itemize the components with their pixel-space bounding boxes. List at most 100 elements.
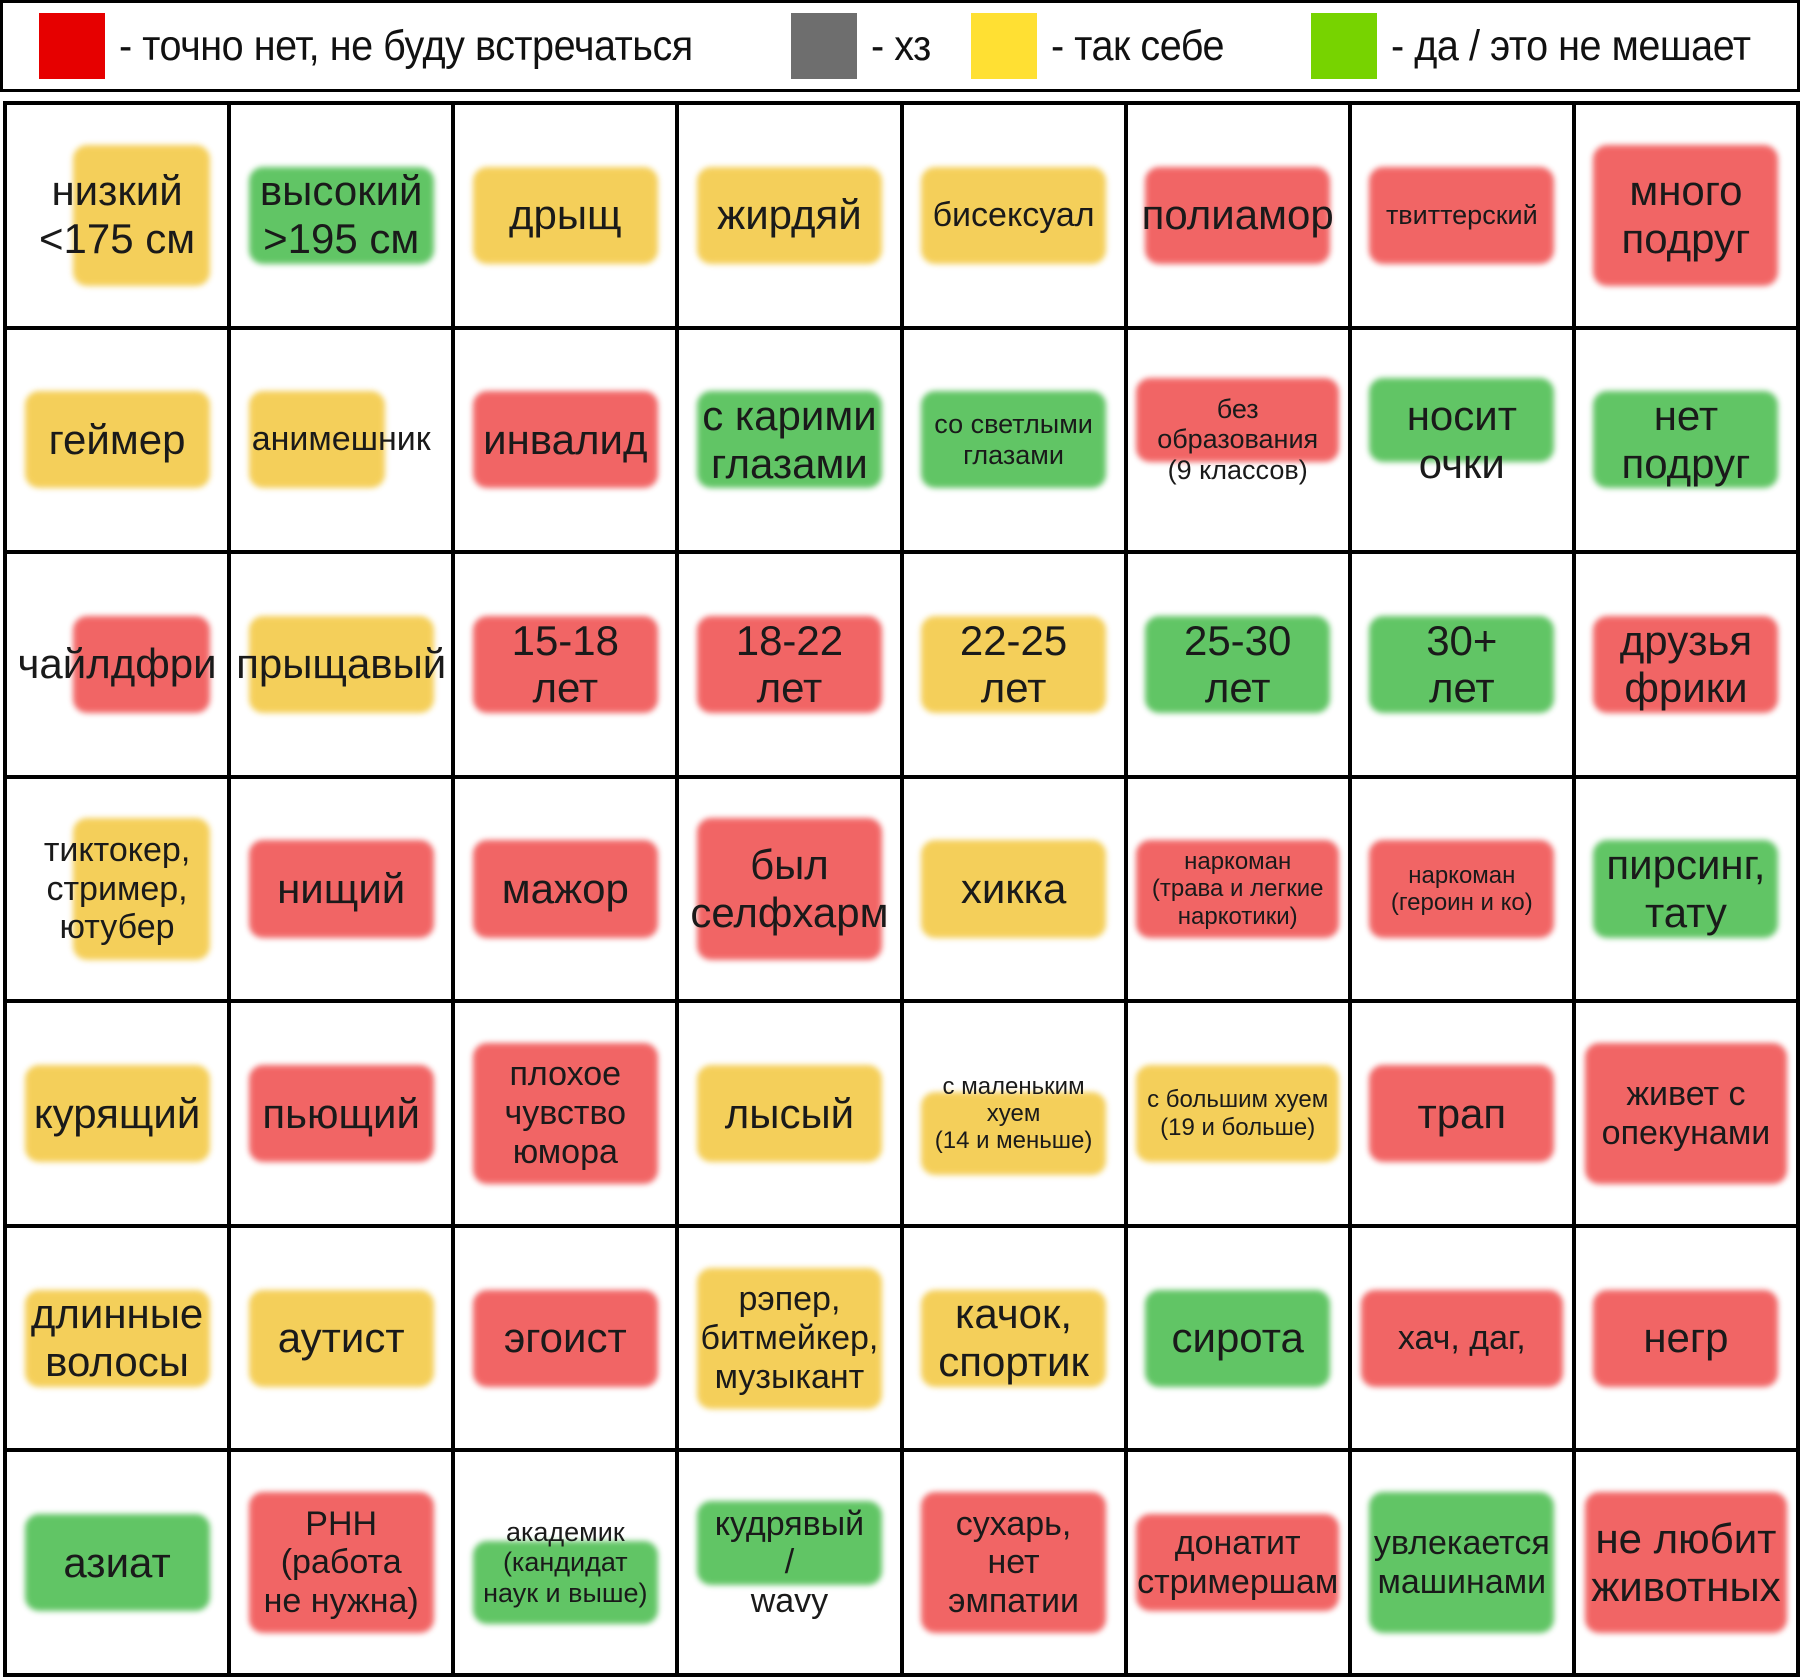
bingo-cell: эгоист bbox=[455, 1227, 676, 1449]
cell-label: мажор bbox=[501, 865, 629, 913]
bingo-cell: длинные волосы bbox=[7, 1227, 228, 1449]
highlight-mark bbox=[1369, 1065, 1555, 1163]
highlight-mark bbox=[1584, 1492, 1788, 1634]
bingo-cell: 30+ лет bbox=[1351, 554, 1572, 775]
highlight-mark bbox=[472, 1289, 658, 1387]
bingo-cell: хач, даг, bbox=[1351, 1227, 1572, 1449]
highlight-mark bbox=[248, 391, 386, 489]
cell-label: бисексуал bbox=[932, 195, 1095, 234]
bingo-cell: донатит стримершам bbox=[1127, 1452, 1348, 1673]
bingo-cell: со светлыми глазами bbox=[903, 329, 1124, 551]
highlight-mark bbox=[921, 166, 1107, 264]
legend-swatch-yellow bbox=[971, 13, 1037, 79]
legend-item-yellow: - так себе bbox=[971, 3, 1239, 89]
highlight-mark bbox=[1369, 840, 1555, 938]
bingo-cell: хикка bbox=[903, 778, 1124, 1000]
highlight-mark bbox=[696, 818, 882, 960]
cell-label: с большим хуем (19 и больше) bbox=[1147, 1086, 1329, 1141]
cell-label: негр bbox=[1643, 1314, 1729, 1362]
bingo-cell: чайлдфри bbox=[7, 554, 228, 775]
cell-label: с маленьким хуем (14 и меньше) bbox=[934, 1072, 1093, 1155]
cell-label: сухарь, нет эмпатии bbox=[948, 1504, 1079, 1621]
cell-label: донатит стримершам bbox=[1137, 1523, 1339, 1601]
highlight-mark bbox=[472, 166, 658, 264]
cell-label: хикка bbox=[960, 865, 1067, 913]
cell-label: носит очки bbox=[1406, 391, 1517, 487]
bingo-cell: с карими глазами bbox=[679, 329, 900, 551]
bingo-cell: не любит животных bbox=[1575, 1452, 1796, 1673]
bingo-cell: увлекается машинами bbox=[1351, 1452, 1572, 1673]
bingo-cell: кудрявый / wavy bbox=[679, 1452, 900, 1673]
cell-label: хач, даг, bbox=[1397, 1318, 1526, 1357]
bingo-cell: прыщавый bbox=[231, 554, 452, 775]
highlight-mark bbox=[1593, 840, 1779, 938]
cell-label: полиамор bbox=[1141, 191, 1334, 239]
cell-label: 22-25 лет bbox=[959, 616, 1068, 712]
highlight-mark bbox=[1593, 615, 1779, 713]
bingo-cell: твиттерский bbox=[1351, 105, 1572, 326]
bingo-cell: РНН (работа не нужна) bbox=[231, 1452, 452, 1673]
cell-label: чайлдфри bbox=[17, 640, 217, 688]
bingo-cell: друзья фрики bbox=[1575, 554, 1796, 775]
cell-label: был селфхарм bbox=[690, 841, 889, 936]
highlight-mark bbox=[921, 1289, 1107, 1387]
highlight-mark bbox=[1593, 391, 1779, 489]
highlight-mark bbox=[24, 1514, 210, 1612]
bingo-cell: лысый bbox=[679, 1003, 900, 1224]
bingo-cell: азиат bbox=[7, 1452, 228, 1673]
highlight-mark bbox=[24, 1065, 210, 1163]
highlight-mark bbox=[1369, 166, 1555, 264]
cell-label: наркоман (героин и ко) bbox=[1390, 861, 1533, 916]
bingo-cell: курящий bbox=[7, 1003, 228, 1224]
bingo-cell: без образования (9 классов) bbox=[1127, 329, 1348, 551]
bingo-cell: живет с опекунами bbox=[1575, 1003, 1796, 1224]
legend-swatch-green bbox=[1311, 13, 1377, 79]
highlight-mark bbox=[1145, 1289, 1331, 1387]
cell-label: жирдяй bbox=[717, 191, 862, 239]
highlight-mark bbox=[696, 1065, 882, 1163]
highlight-mark bbox=[1360, 1289, 1564, 1387]
cell-label: наркоман (трава и легкие наркотики) bbox=[1151, 847, 1324, 930]
highlight-mark bbox=[73, 144, 210, 286]
cell-label: 30+ лет bbox=[1426, 616, 1498, 712]
legend-bar: - точно нет, не буду встречаться - хз - … bbox=[0, 0, 1800, 92]
bingo-cell: пьющий bbox=[231, 1003, 452, 1224]
bingo-cell: трап bbox=[1351, 1003, 1572, 1224]
bingo-cell: 18-22 лет bbox=[679, 554, 900, 775]
highlight-mark bbox=[1136, 1065, 1339, 1163]
highlight-mark bbox=[24, 1289, 210, 1387]
cell-label: 18-22 лет bbox=[735, 616, 844, 712]
bingo-cell: 25-30 лет bbox=[1127, 554, 1348, 775]
highlight-mark bbox=[24, 391, 210, 489]
highlight-mark bbox=[1369, 1492, 1555, 1634]
bingo-cell: 15-18 лет bbox=[455, 554, 676, 775]
bingo-cell: анимешник bbox=[231, 329, 452, 551]
cell-label: геймер bbox=[48, 415, 186, 463]
highlight-mark bbox=[248, 840, 434, 938]
highlight-mark bbox=[1136, 1514, 1339, 1612]
bingo-cell: с большим хуем (19 и больше) bbox=[1127, 1003, 1348, 1224]
highlight-mark bbox=[696, 1500, 882, 1585]
cell-label: академик (кандидат наук и выше) bbox=[483, 1516, 648, 1609]
cell-label: живет с опекунами bbox=[1601, 1074, 1771, 1152]
bingo-cell: много подруг bbox=[1575, 105, 1796, 326]
bingo-cell: рэпер, битмейкер, музыкант bbox=[679, 1227, 900, 1449]
bingo-cell: тиктокер, стример, ютубер bbox=[7, 778, 228, 1000]
highlight-mark bbox=[248, 166, 434, 264]
highlight-mark bbox=[696, 1267, 882, 1409]
bingo-cell: бисексуал bbox=[903, 105, 1124, 326]
highlight-mark bbox=[472, 615, 658, 713]
highlight-mark bbox=[1136, 378, 1339, 462]
bingo-cell: наркоман (трава и легкие наркотики) bbox=[1127, 778, 1348, 1000]
legend-swatch-gray bbox=[791, 13, 857, 79]
highlight-mark bbox=[921, 840, 1107, 938]
highlight-mark bbox=[1593, 1289, 1779, 1387]
highlight-mark bbox=[1593, 144, 1779, 286]
cell-label: увлекается машинами bbox=[1373, 1523, 1550, 1601]
legend-item-green: - да / это не мешает bbox=[1311, 3, 1782, 89]
highlight-mark bbox=[921, 391, 1107, 489]
cell-label: эгоист bbox=[503, 1314, 627, 1362]
bingo-cell: нищий bbox=[231, 778, 452, 1000]
highlight-mark bbox=[248, 1289, 434, 1387]
highlight-mark bbox=[248, 615, 434, 713]
